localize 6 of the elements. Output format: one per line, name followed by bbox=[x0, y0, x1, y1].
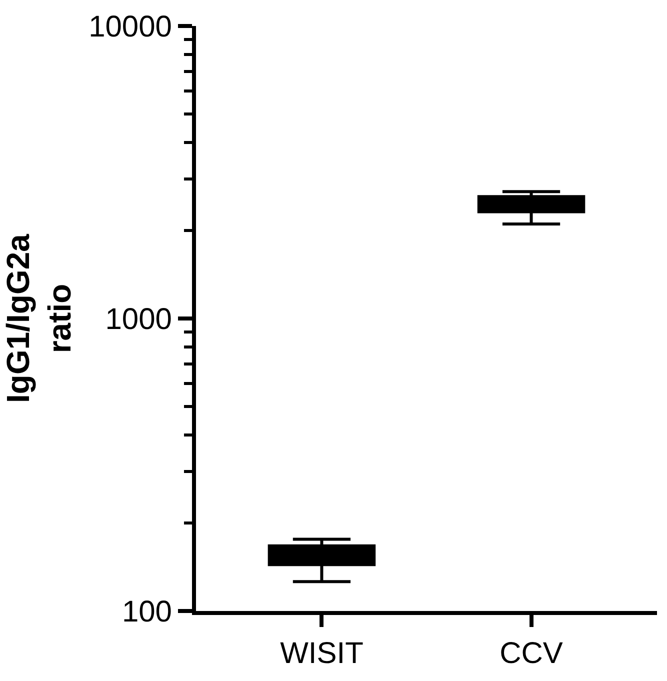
y-tick-label: 10000 bbox=[88, 10, 172, 44]
x-tick-label: WISIT bbox=[280, 637, 364, 670]
y-tick-label: 1000 bbox=[105, 303, 172, 336]
y-axis-title: IgG1/IgG2a ratio bbox=[0, 234, 78, 403]
y-tick-label: 100 bbox=[122, 596, 172, 628]
x-tick-label: CCV bbox=[500, 637, 563, 670]
